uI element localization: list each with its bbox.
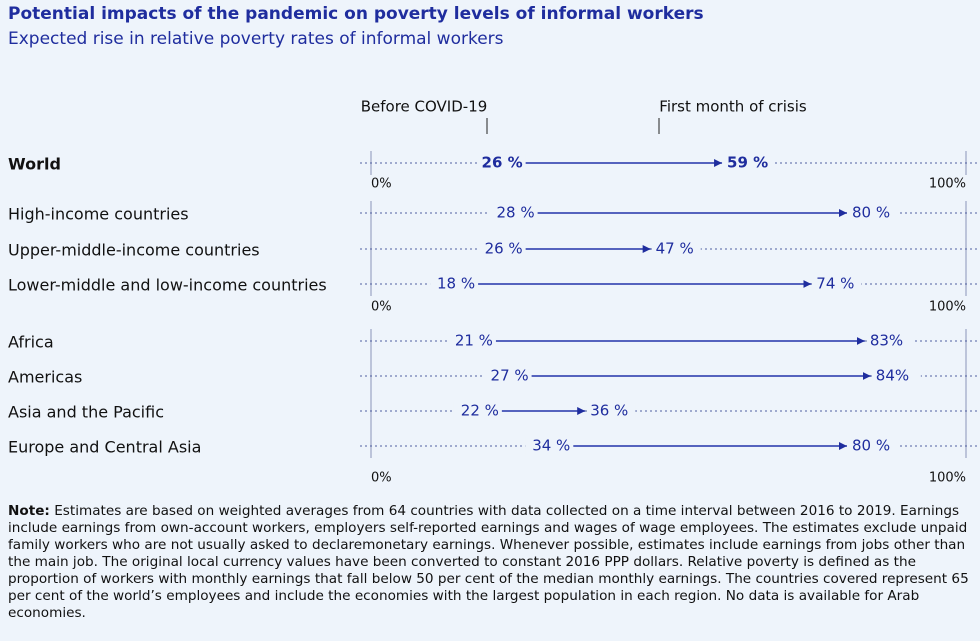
category-label: High-income countries bbox=[8, 205, 189, 224]
x-tick-label: 100% bbox=[929, 300, 966, 315]
category-label: Americas bbox=[8, 368, 82, 387]
value-label: 28 % bbox=[496, 204, 534, 222]
category-label: Asia and the Pacific bbox=[8, 403, 164, 422]
value-label: 83% bbox=[870, 332, 903, 350]
category-label: Africa bbox=[8, 333, 54, 352]
x-tick-label: 0% bbox=[371, 471, 392, 486]
category-label: World bbox=[8, 155, 61, 174]
x-tick-label: 100% bbox=[929, 471, 966, 486]
value-label: 27 % bbox=[491, 367, 529, 385]
x-tick-label: 0% bbox=[371, 300, 392, 315]
value-label: 26 % bbox=[482, 154, 523, 172]
chart: Potential impacts of the pandemic on pov… bbox=[8, 4, 980, 486]
legend-entry: Before COVID-19 bbox=[361, 98, 488, 116]
label-bg bbox=[483, 367, 532, 385]
label-bg bbox=[813, 275, 862, 293]
category-label: Lower-middle and low-income countries bbox=[8, 276, 327, 295]
value-label: 21 % bbox=[455, 332, 493, 350]
value-label: 80 % bbox=[852, 204, 890, 222]
label-bg bbox=[525, 437, 574, 455]
x-tick-label: 0% bbox=[371, 177, 392, 192]
value-label: 36 % bbox=[590, 402, 628, 420]
label-bg bbox=[453, 402, 502, 420]
label-bg bbox=[447, 332, 496, 350]
label-bg bbox=[866, 332, 915, 350]
note-label: Note: bbox=[8, 503, 50, 519]
label-bg bbox=[872, 367, 921, 385]
value-label: 74 % bbox=[816, 275, 854, 293]
note-text: Estimates are based on weighted averages… bbox=[8, 503, 969, 621]
chart-title: Potential impacts of the pandemic on pov… bbox=[8, 4, 704, 24]
label-bg bbox=[489, 204, 538, 222]
label-bg bbox=[430, 275, 479, 293]
label-bg bbox=[477, 240, 526, 258]
value-label: 34 % bbox=[532, 437, 570, 455]
label-bg bbox=[849, 204, 897, 222]
value-label: 80 % bbox=[852, 437, 890, 455]
label-bg bbox=[652, 240, 701, 258]
value-label: 47 % bbox=[656, 240, 694, 258]
category-label: Europe and Central Asia bbox=[8, 438, 201, 457]
value-label: 22 % bbox=[461, 402, 499, 420]
legend-entry: First month of crisis bbox=[659, 98, 807, 116]
chart-subtitle: Expected rise in relative poverty rates … bbox=[8, 29, 504, 49]
value-label: 26 % bbox=[485, 240, 523, 258]
value-label: 59 % bbox=[727, 154, 768, 172]
label-bg bbox=[849, 437, 897, 455]
x-tick-label: 100% bbox=[929, 177, 966, 192]
label-bg bbox=[587, 402, 636, 420]
value-label: 18 % bbox=[437, 275, 475, 293]
label-bg bbox=[477, 154, 526, 172]
category-label: Upper-middle-income countries bbox=[8, 241, 260, 260]
value-label: 84% bbox=[876, 367, 909, 385]
note: Note: Estimates are based on weighted av… bbox=[8, 503, 973, 622]
label-bg bbox=[724, 154, 773, 172]
